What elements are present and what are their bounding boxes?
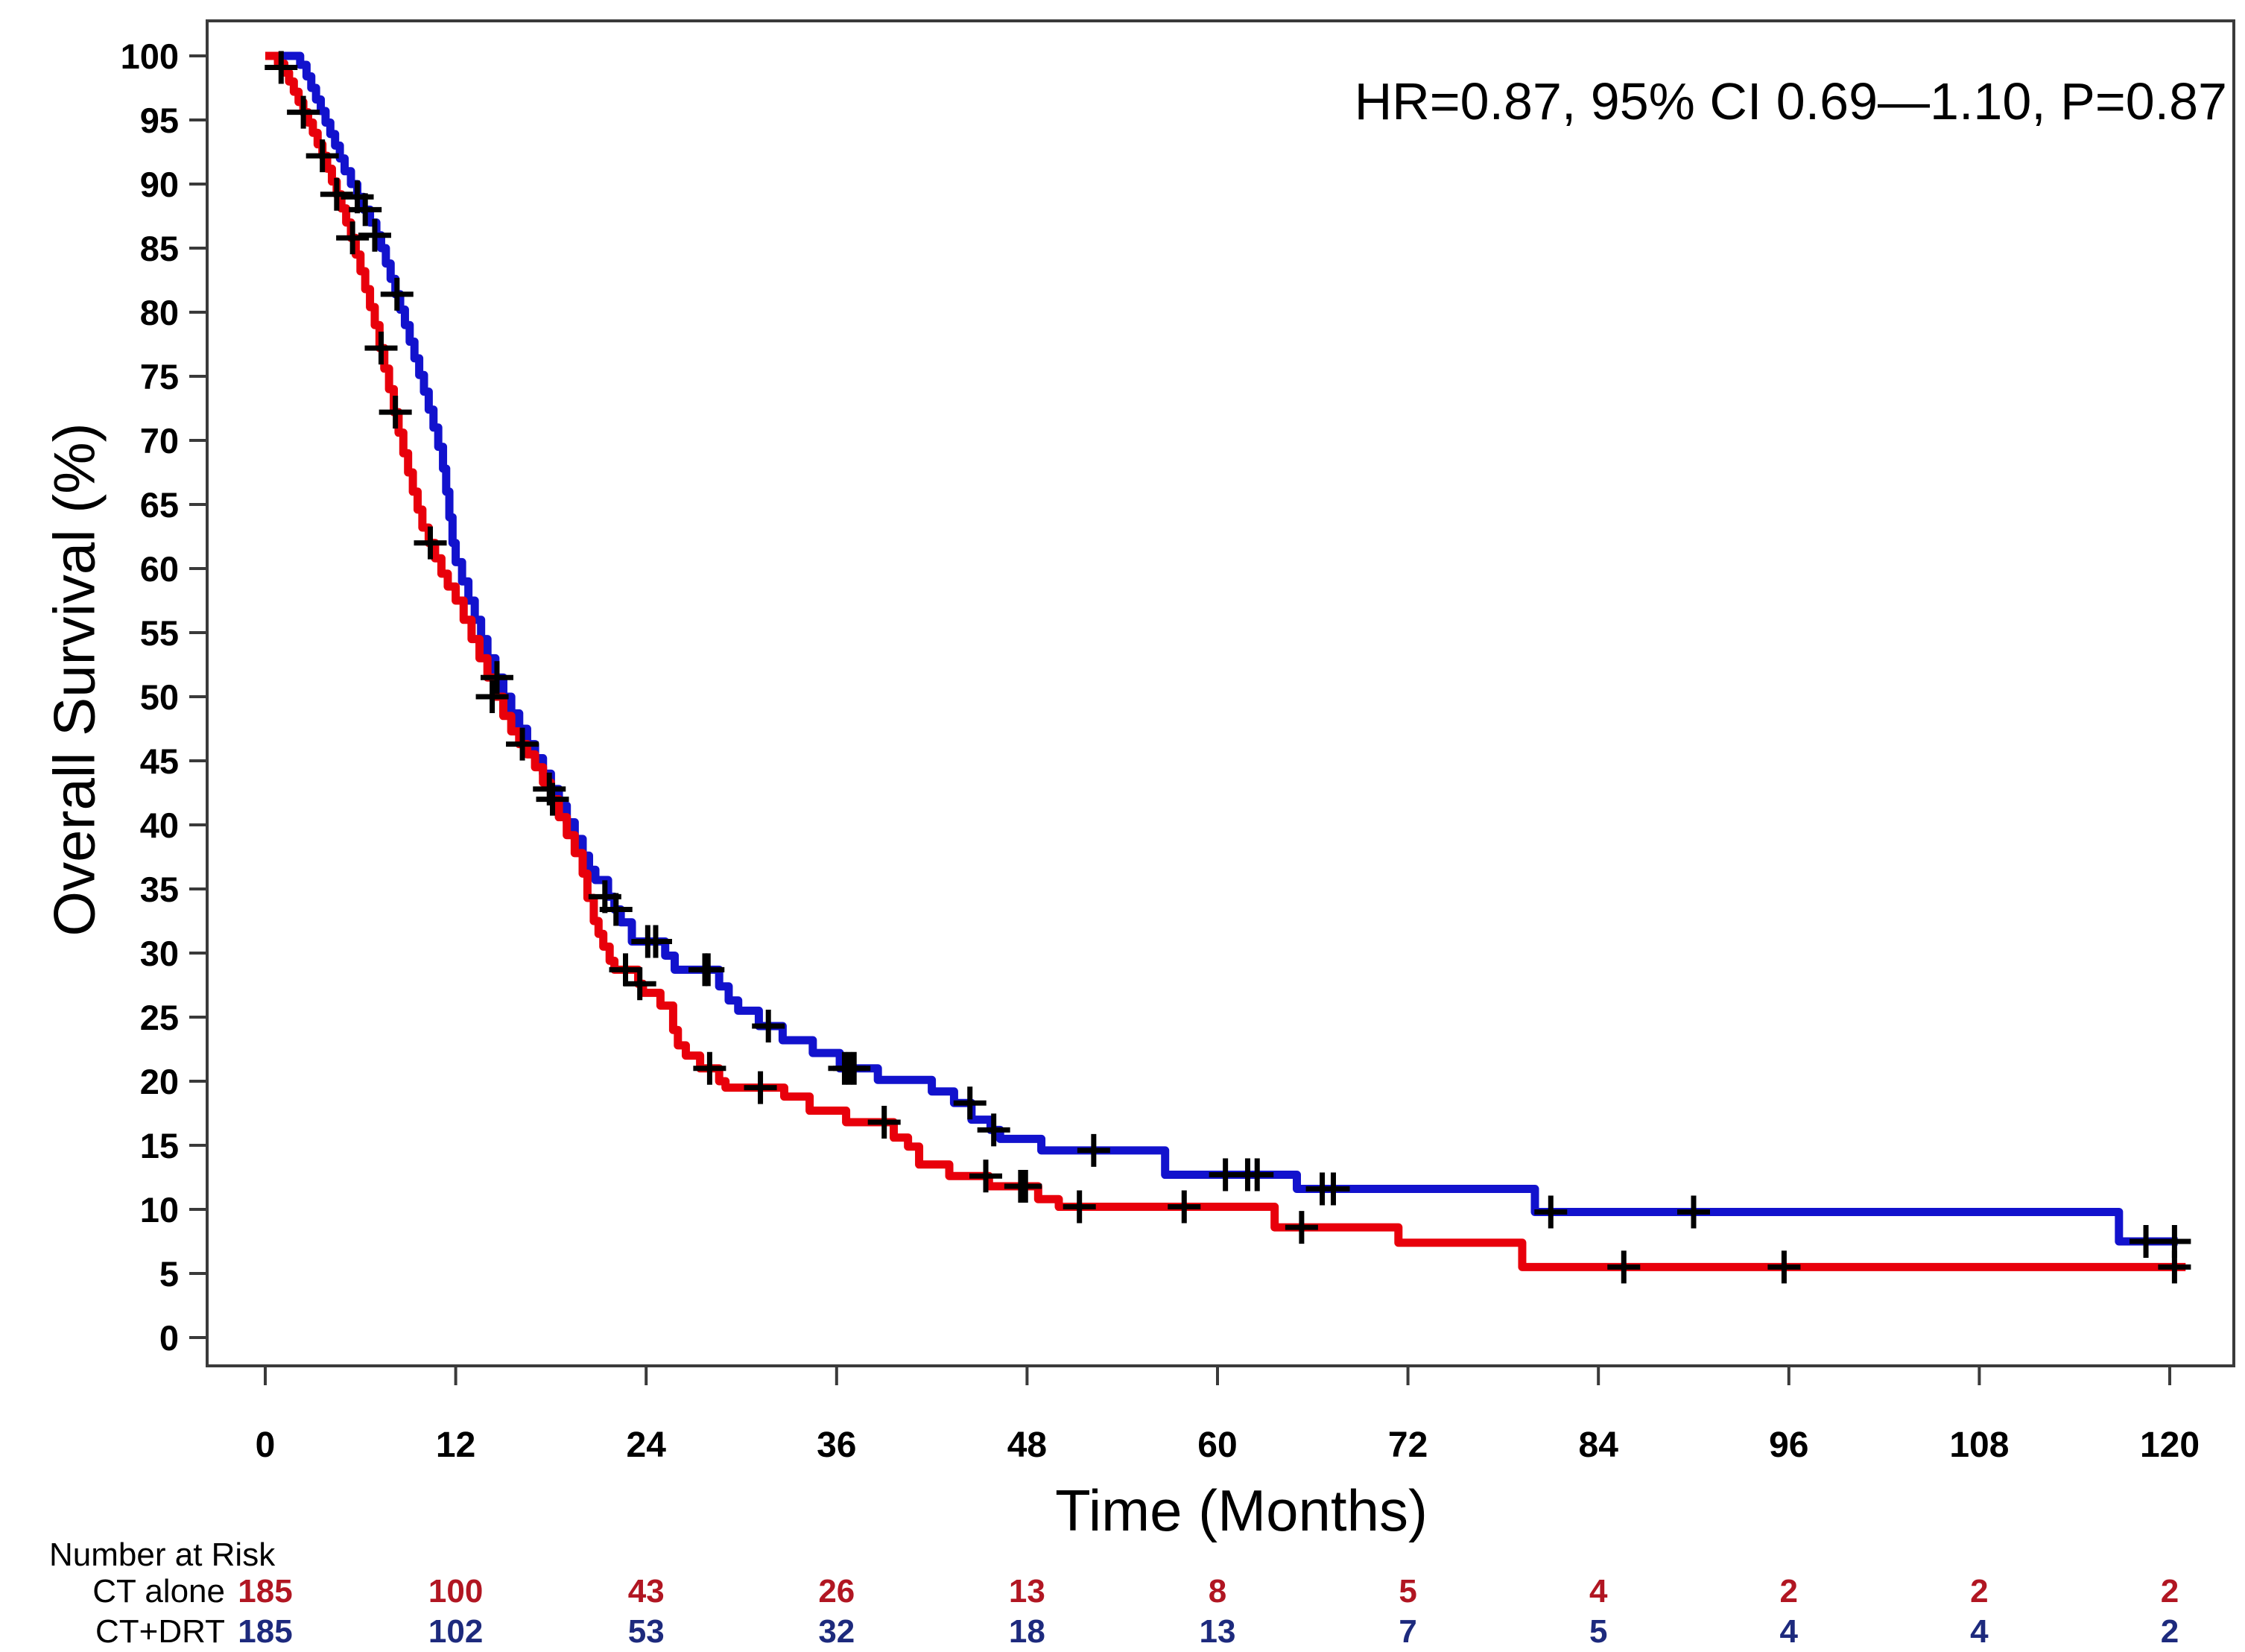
x-axis-title: Time (Months) <box>1055 1478 1428 1543</box>
y-tick-label: 100 <box>121 37 179 76</box>
risk-value: 5 <box>1399 1573 1416 1610</box>
risk-table-title: Number at Risk <box>49 1537 276 1573</box>
hazard-ratio-annotation: HR=0.87, 95% CI 0.69—1.10, P=0.87 <box>1354 72 2227 130</box>
y-tick-label: 40 <box>140 806 179 845</box>
risk-value: 26 <box>818 1573 855 1610</box>
risk-value: 32 <box>818 1613 855 1650</box>
x-tick-label: 120 <box>2140 1425 2200 1465</box>
y-tick-label: 30 <box>140 934 179 973</box>
y-tick-label: 35 <box>140 870 179 909</box>
x-tick-label: 24 <box>627 1425 667 1465</box>
survival-curve-ct-drt <box>265 51 2178 1246</box>
risk-value: 13 <box>1200 1613 1236 1650</box>
risk-value: 18 <box>1009 1613 1045 1650</box>
x-tick-label: 96 <box>1769 1425 1808 1465</box>
risk-value: 4 <box>1970 1613 1989 1650</box>
risk-value: 2 <box>1970 1573 1988 1610</box>
x-tick-label: 84 <box>1579 1425 1619 1465</box>
y-tick-label: 5 <box>159 1254 179 1294</box>
risk-value: 185 <box>238 1613 292 1650</box>
y-tick-label: 10 <box>140 1190 179 1229</box>
risk-row-label: CT+DRT <box>95 1613 225 1650</box>
risk-value: 102 <box>428 1613 483 1650</box>
y-tick-label: 95 <box>140 101 179 140</box>
y-tick-label: 25 <box>140 998 179 1037</box>
risk-value: 7 <box>1399 1613 1416 1650</box>
y-tick-label: 50 <box>140 677 179 717</box>
y-tick-label: 90 <box>140 165 179 204</box>
risk-value: 2 <box>1780 1573 1798 1610</box>
risk-value: 185 <box>238 1573 292 1610</box>
x-tick-label: 72 <box>1388 1425 1428 1465</box>
x-tick-label: 60 <box>1197 1425 1237 1465</box>
x-tick-label: 0 <box>256 1425 276 1465</box>
y-tick-label: 70 <box>140 421 179 461</box>
y-tick-label: 85 <box>140 229 179 268</box>
risk-value: 100 <box>428 1573 483 1610</box>
y-tick-label: 60 <box>140 549 179 589</box>
plot-frame <box>206 19 2235 1367</box>
y-tick-label: 80 <box>140 293 179 332</box>
risk-value: 13 <box>1009 1573 1045 1610</box>
y-axis-title: Overall Survival (%) <box>41 423 107 937</box>
risk-row-label: CT alone <box>92 1573 225 1610</box>
y-tick-label: 20 <box>140 1062 179 1101</box>
risk-value: 8 <box>1209 1573 1226 1610</box>
risk-value: 53 <box>628 1613 665 1650</box>
survival-curve-ct-alone <box>265 51 2186 1271</box>
y-tick-label: 45 <box>140 741 179 781</box>
risk-value: 43 <box>628 1573 665 1610</box>
risk-value: 5 <box>1589 1613 1607 1650</box>
y-tick-label: 0 <box>159 1318 179 1358</box>
x-tick-label: 108 <box>1949 1425 2009 1465</box>
y-tick-label: 15 <box>140 1126 179 1165</box>
y-tick-label: 55 <box>140 613 179 653</box>
risk-value: 2 <box>2161 1573 2179 1610</box>
risk-value: 4 <box>1589 1573 1608 1610</box>
y-tick-label: 75 <box>140 357 179 396</box>
risk-value: 2 <box>2161 1613 2179 1650</box>
x-tick-label: 12 <box>436 1425 475 1465</box>
y-tick-label: 65 <box>140 485 179 525</box>
x-tick-label: 48 <box>1007 1425 1047 1465</box>
risk-value: 4 <box>1780 1613 1799 1650</box>
x-tick-label: 36 <box>817 1425 856 1465</box>
